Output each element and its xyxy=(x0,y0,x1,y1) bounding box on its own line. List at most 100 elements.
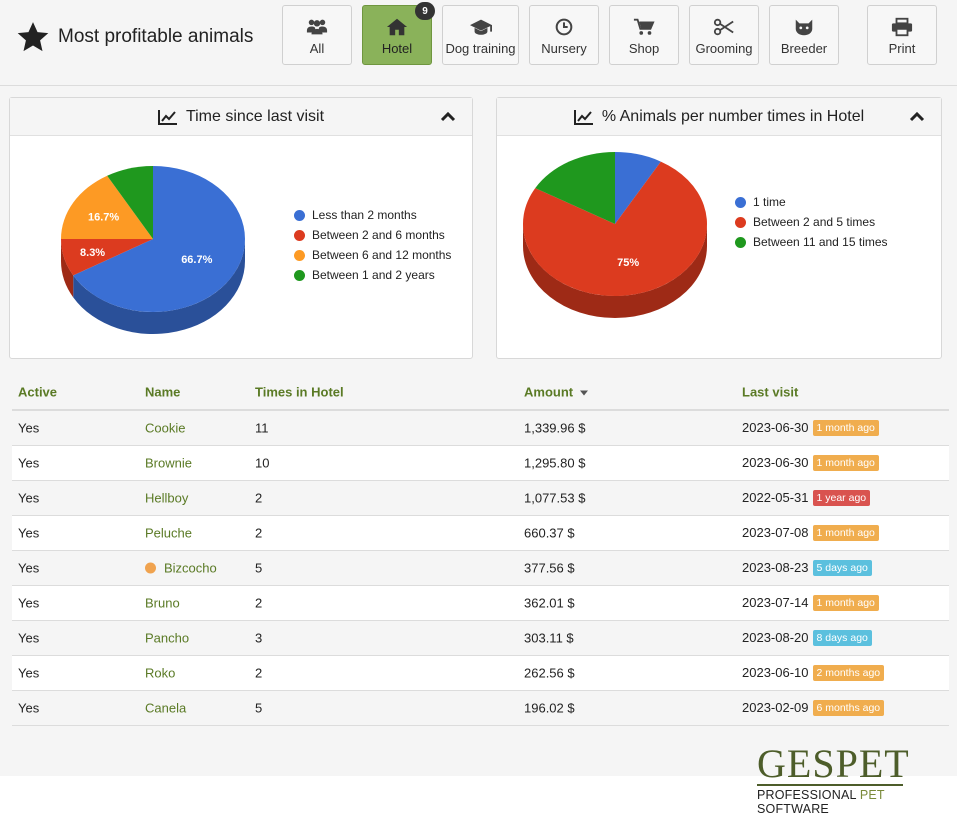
table-row[interactable]: Yes Pancho 3 303.11 $ 2023-08-20 8 days ago xyxy=(12,621,949,656)
col-last-visit[interactable]: Last visit xyxy=(742,384,799,400)
cell-times: 2 xyxy=(255,490,263,506)
cell-last-visit: 2023-07-08 1 month ago xyxy=(742,525,879,541)
nav-nursery-button[interactable]: Nursery xyxy=(529,5,599,65)
table-header: Active Name Times in Hotel Amount Last v… xyxy=(12,375,949,411)
legend-item[interactable]: Between 6 and 12 months xyxy=(294,245,451,265)
legend-item[interactable]: Between 2 and 6 months xyxy=(294,225,451,245)
cell-active: Yes xyxy=(18,595,40,611)
legend-label: Between 2 and 6 months xyxy=(312,228,445,242)
time-ago-badge: 1 year ago xyxy=(812,490,871,506)
cell-last-visit: 2023-02-09 6 months ago xyxy=(742,700,885,716)
legend-item[interactable]: Between 11 and 15 times xyxy=(735,232,888,252)
cell-times: 10 xyxy=(255,455,270,471)
animal-name-link[interactable]: Hellboy xyxy=(145,490,189,506)
pie-slice xyxy=(523,161,707,296)
legend-label: Between 2 and 5 times xyxy=(753,215,876,229)
cell-times: 3 xyxy=(255,630,263,646)
nav-grooming-button[interactable]: Grooming xyxy=(689,5,759,65)
cell-times: 5 xyxy=(255,700,263,716)
cell-last-visit: 2023-07-14 1 month ago xyxy=(742,595,879,611)
animal-name-link[interactable]: Bruno xyxy=(145,595,180,611)
table-body: Yes Cookie 11 1,339.96 $ 2023-06-30 1 month a… xyxy=(12,411,949,726)
legend-item[interactable]: Between 1 and 2 years xyxy=(294,265,451,285)
cell-last-visit: 2023-08-23 5 days ago xyxy=(742,560,872,576)
cell-active: Yes xyxy=(18,665,40,681)
nav-hotel-button[interactable]: 9 Hotel xyxy=(362,2,435,65)
nav-grooming-label: Grooming xyxy=(695,41,753,56)
time-ago-badge: 2 months ago xyxy=(812,665,885,681)
cell-last-visit: 2023-06-10 2 months ago xyxy=(742,665,885,681)
time-ago-badge: 1 month ago xyxy=(812,595,879,611)
legend-label: 1 time xyxy=(753,195,786,209)
cell-times: 2 xyxy=(255,525,263,541)
time-ago-badge: 1 month ago xyxy=(812,455,879,471)
table-row[interactable]: Yes Canela 5 196.02 $ 2023-02-09 6 months ago xyxy=(12,691,949,726)
animal-name-link[interactable]: Brownie xyxy=(145,455,192,471)
animal-name-link[interactable]: Cookie xyxy=(145,420,186,436)
nav-dog-training-button[interactable]: Dog training xyxy=(442,5,519,65)
chevron-up-icon[interactable] xyxy=(440,109,456,123)
printer-icon xyxy=(891,17,913,37)
cell-last-visit: 2022-05-31 1 year ago xyxy=(742,490,871,506)
nav-dog-training-label: Dog training xyxy=(445,41,516,56)
legend-swatch xyxy=(294,249,305,261)
table-row[interactable]: Yes Roko 2 262.56 $ 2023-06-10 2 months ago xyxy=(12,656,949,691)
table-row[interactable]: Yes Hellboy 2 1,077.53 $ 2022-05-31 1 year ag… xyxy=(12,481,949,516)
pie-slice xyxy=(615,152,661,224)
animal-name-link[interactable]: Pancho xyxy=(145,630,190,646)
panel-header: Time since last visit xyxy=(10,98,472,136)
cell-amount: 1,077.53 $ xyxy=(524,490,586,506)
legend-label: Less than 2 months xyxy=(312,208,417,222)
animal-name-link[interactable]: Roko xyxy=(145,665,176,681)
pie-data-label: 16.7% xyxy=(88,211,119,223)
legend-swatch xyxy=(294,229,305,241)
hotel-count-badge: 9 xyxy=(415,2,435,20)
col-name[interactable]: Name xyxy=(145,384,181,400)
col-amount[interactable]: Amount xyxy=(524,385,589,400)
cell-amount: 303.11 $ xyxy=(524,630,574,646)
nav-shop-label: Shop xyxy=(628,41,660,56)
pie-slice xyxy=(107,166,153,239)
cell-amount: 196.02 $ xyxy=(524,700,575,716)
gespet-logo: GESPET PROFESSIONAL PET SOFTWARE xyxy=(757,741,957,815)
page-title: Most profitable animals xyxy=(58,26,254,47)
nav-all-label: All xyxy=(309,41,325,56)
chevron-up-icon[interactable] xyxy=(909,109,925,123)
legend-swatch xyxy=(735,216,746,228)
table-row[interactable]: Yes Brownie 10 1,295.80 $ 2023-06-30 1 month … xyxy=(12,446,949,481)
cell-active: Yes xyxy=(18,490,40,506)
cell-active: Yes xyxy=(18,455,40,471)
table-row[interactable]: Yes Bruno 2 362.01 $ 2023-07-14 1 month ago xyxy=(12,586,949,621)
pie-slice xyxy=(61,175,153,239)
legend-item[interactable]: 1 time xyxy=(735,192,888,212)
table-row[interactable]: Yes Peluche 2 660.37 $ 2023-07-08 1 month ago xyxy=(12,516,949,551)
users-icon xyxy=(306,19,328,35)
nav-all-button[interactable]: All xyxy=(282,5,352,65)
star-icon xyxy=(17,22,49,52)
title-area: Most profitable animals xyxy=(16,20,253,54)
pie-slice xyxy=(535,152,615,224)
cat-icon xyxy=(795,19,813,36)
nav-hotel-label: Hotel xyxy=(381,41,413,56)
nav-breeder-button[interactable]: Breeder xyxy=(769,5,839,65)
nav-shop-button[interactable]: Shop xyxy=(609,5,679,65)
print-button[interactable]: Print xyxy=(867,5,937,65)
status-dot-icon xyxy=(145,562,156,574)
logo-wordmark: GESPET xyxy=(757,741,910,786)
animal-name-link[interactable]: Canela xyxy=(145,700,187,716)
cell-amount: 362.01 $ xyxy=(524,595,575,611)
table-row[interactable]: Yes Bizcocho 5 377.56 $ 2023-08-23 5 days ago xyxy=(12,551,949,586)
cell-last-visit: 2023-08-20 8 days ago xyxy=(742,630,872,646)
table-row[interactable]: Yes Cookie 11 1,339.96 $ 2023-06-30 1 month a… xyxy=(12,411,949,446)
cell-last-visit: 2023-06-30 1 month ago xyxy=(742,455,879,471)
legend-item[interactable]: Less than 2 months xyxy=(294,205,451,225)
legend-swatch xyxy=(735,236,746,248)
panel-title: % Animals per number times in Hotel xyxy=(601,107,865,125)
col-times-in-hotel[interactable]: Times in Hotel xyxy=(255,384,344,400)
legend-item[interactable]: Between 2 and 5 times xyxy=(735,212,888,232)
animal-name-link[interactable]: Peluche xyxy=(145,525,192,541)
pie-data-label: 66.7% xyxy=(181,254,212,266)
animal-name-link[interactable]: Bizcocho xyxy=(145,561,217,576)
cell-amount: 1,339.96 $ xyxy=(524,420,586,436)
col-active[interactable]: Active xyxy=(18,384,58,400)
